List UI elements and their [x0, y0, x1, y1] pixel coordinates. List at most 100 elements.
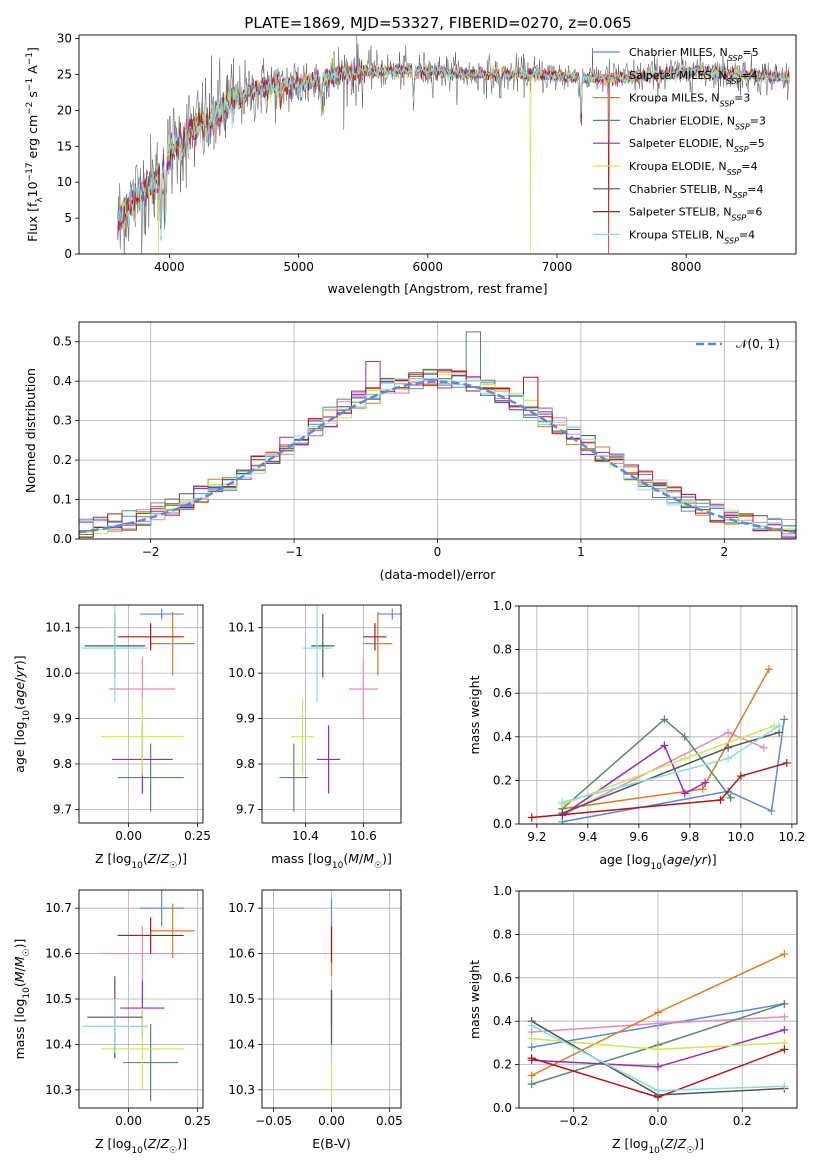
y-tick-label: 0.4	[493, 1014, 512, 1028]
errorbar-chabrier-miles	[377, 608, 401, 620]
errorbar-kroupa-stelib	[81, 999, 148, 1054]
x-axis-label-part: 10	[648, 1146, 660, 1156]
x-axis-label-part: yr	[693, 852, 707, 867]
y-tick-label: 0.5	[53, 335, 72, 349]
plot-area	[117, 35, 790, 254]
y-tick-label: 0.4	[53, 374, 72, 388]
x-axis-label-part: E(B-V)	[312, 1136, 351, 1151]
panel-z-vs-mass-weight: −0.2 0.0 0.20.00.20.40.60.81.0Z [log10(Z/Z…	[467, 884, 798, 1156]
y-axis-label-part: −2	[25, 102, 35, 115]
y-axis-label-part: M	[12, 971, 27, 982]
x-axis-label-part: M	[363, 851, 374, 866]
axes-frame	[78, 34, 797, 255]
x-axis-label-part: log	[631, 852, 650, 867]
y-axis-label-part: Flux [f	[25, 202, 40, 242]
y-tick-label: 0.3	[53, 414, 72, 428]
x-tick-label: 0.25	[184, 829, 211, 843]
x-axis-label-part: age [	[599, 852, 631, 867]
y-axis-label-part: yr	[12, 664, 27, 678]
errorbar-kroupa-elodie	[101, 1008, 184, 1090]
panel-ebv-vs-mass: −0.05 0.00 0.05 10.3 10.4 10.5 10.6 10.7 E(B-V)	[228, 889, 403, 1151]
legend-label-sub: SSP	[734, 145, 749, 154]
series-marker	[764, 665, 773, 674]
y-axis-label-part: Normed distribution	[23, 368, 38, 493]
y-tick-label: 10.0	[228, 666, 255, 680]
series-line	[562, 731, 780, 814]
errorbar-salpeter-stelib	[117, 623, 184, 651]
legend-label-text: Kroupa STELIB, N	[629, 228, 724, 241]
legend-label-text: Salpeter STELIB, N	[629, 206, 731, 219]
series-chabrier-miles	[558, 715, 789, 824]
x-axis-label-part: (	[143, 851, 148, 866]
legend-label-salpeter-stelib: Salpeter STELIB, NSSP=6	[629, 206, 762, 223]
y-axis-label: Flux [fλ10−17 erg cm−2 s−1 A−1]	[25, 47, 45, 242]
errorbar-salpeter-miles	[101, 926, 184, 981]
legend-label-gaussian: 𝒩(0, 1)	[736, 337, 780, 351]
x-axis-label-part: )]	[382, 851, 392, 866]
x-axis-label-part: (	[660, 1136, 665, 1151]
y-tick-label: 0.2	[493, 1058, 512, 1072]
panel-spectrum: 4000 5000 6000 7000 8000 0 5 10 15 20 25 30 waveleng…	[25, 32, 797, 296]
y-axis-label: mass [log10(M/M☉)]	[12, 939, 32, 1060]
y-tick-label: 10.5	[228, 992, 255, 1006]
series-marker	[527, 813, 536, 822]
x-axis-label: mass [log10(M/M☉)]	[271, 851, 392, 871]
errorbar-kroupa-miles	[150, 611, 195, 676]
series-marker	[527, 1034, 536, 1043]
legend-label-kroupa-stelib: Kroupa STELIB, NSSP=4	[629, 228, 755, 245]
y-axis-label-part: /	[12, 677, 27, 682]
y-tick-label: 9.9	[236, 712, 255, 726]
legend-label-text: Salpeter MILES, N	[629, 69, 727, 82]
x-axis-label: age [log10(age/yr)]	[599, 852, 716, 872]
y-axis-label: mass weight	[467, 675, 482, 754]
legend-label-sub: SSP	[724, 236, 739, 245]
plot-area	[81, 605, 195, 812]
spectrum-line-kroupa-elodie	[117, 53, 790, 254]
y-axis-label-part: erg cm	[25, 115, 40, 163]
x-axis-label-part: Z	[147, 851, 157, 866]
y-axis-label-part: 10	[22, 987, 32, 999]
y-tick-label: 1.0	[493, 884, 512, 898]
y-axis-label-part: log	[12, 999, 27, 1018]
x-axis-label-part: 10	[332, 861, 344, 871]
x-tick-label: 9.8	[680, 830, 699, 844]
series-marker	[780, 1045, 789, 1054]
legend-label-sub: SSP	[733, 190, 748, 199]
x-tick-label: 2	[720, 545, 728, 559]
errorbar-kroupa-stelib	[302, 605, 332, 703]
y-tick-label: 10.5	[45, 992, 72, 1006]
series-salpeter-stelib	[527, 758, 791, 822]
series-marker	[660, 741, 669, 750]
series-marker	[767, 806, 776, 815]
y-tick-label: 10.6	[228, 947, 255, 961]
x-axis-label-part: ☉	[686, 1146, 694, 1156]
series-marker	[654, 1086, 662, 1095]
axes-frame	[261, 889, 402, 1109]
x-axis-label-part: /	[359, 851, 364, 866]
series-marker	[782, 758, 791, 767]
x-axis-label-part: )]	[177, 851, 187, 866]
x-tick-label: 0.0	[648, 1114, 667, 1128]
x-axis-label-part: Z	[664, 1136, 674, 1151]
x-axis-label-part: Z	[147, 1136, 157, 1151]
histogram-chabrier-miles	[79, 368, 796, 538]
x-tick-label: 6000	[413, 260, 444, 274]
series-marker	[780, 715, 789, 724]
legend-label-text: Salpeter ELODIE, N	[629, 137, 734, 150]
series-marker	[527, 1021, 536, 1030]
y-tick-label: 0.0	[53, 532, 72, 546]
y-axis-label-part: ☉	[22, 948, 32, 956]
y-tick-label: 9.8	[53, 757, 72, 771]
y-axis-label-part: M	[12, 956, 27, 967]
legend-label-salpeter-miles: Salpeter MILES, NSSP=4	[629, 69, 758, 86]
errorbar-chabrier-stelib	[311, 614, 335, 678]
x-axis-label-part: Z [	[95, 1136, 112, 1151]
x-tick-label: 4000	[154, 260, 185, 274]
x-axis-label-part: 10	[131, 1146, 143, 1156]
y-tick-label: 9.7	[236, 802, 255, 816]
y-tick-label: 0.2	[53, 453, 72, 467]
series-marker	[680, 732, 689, 741]
series-marker	[680, 754, 689, 763]
series-marker	[724, 743, 733, 752]
